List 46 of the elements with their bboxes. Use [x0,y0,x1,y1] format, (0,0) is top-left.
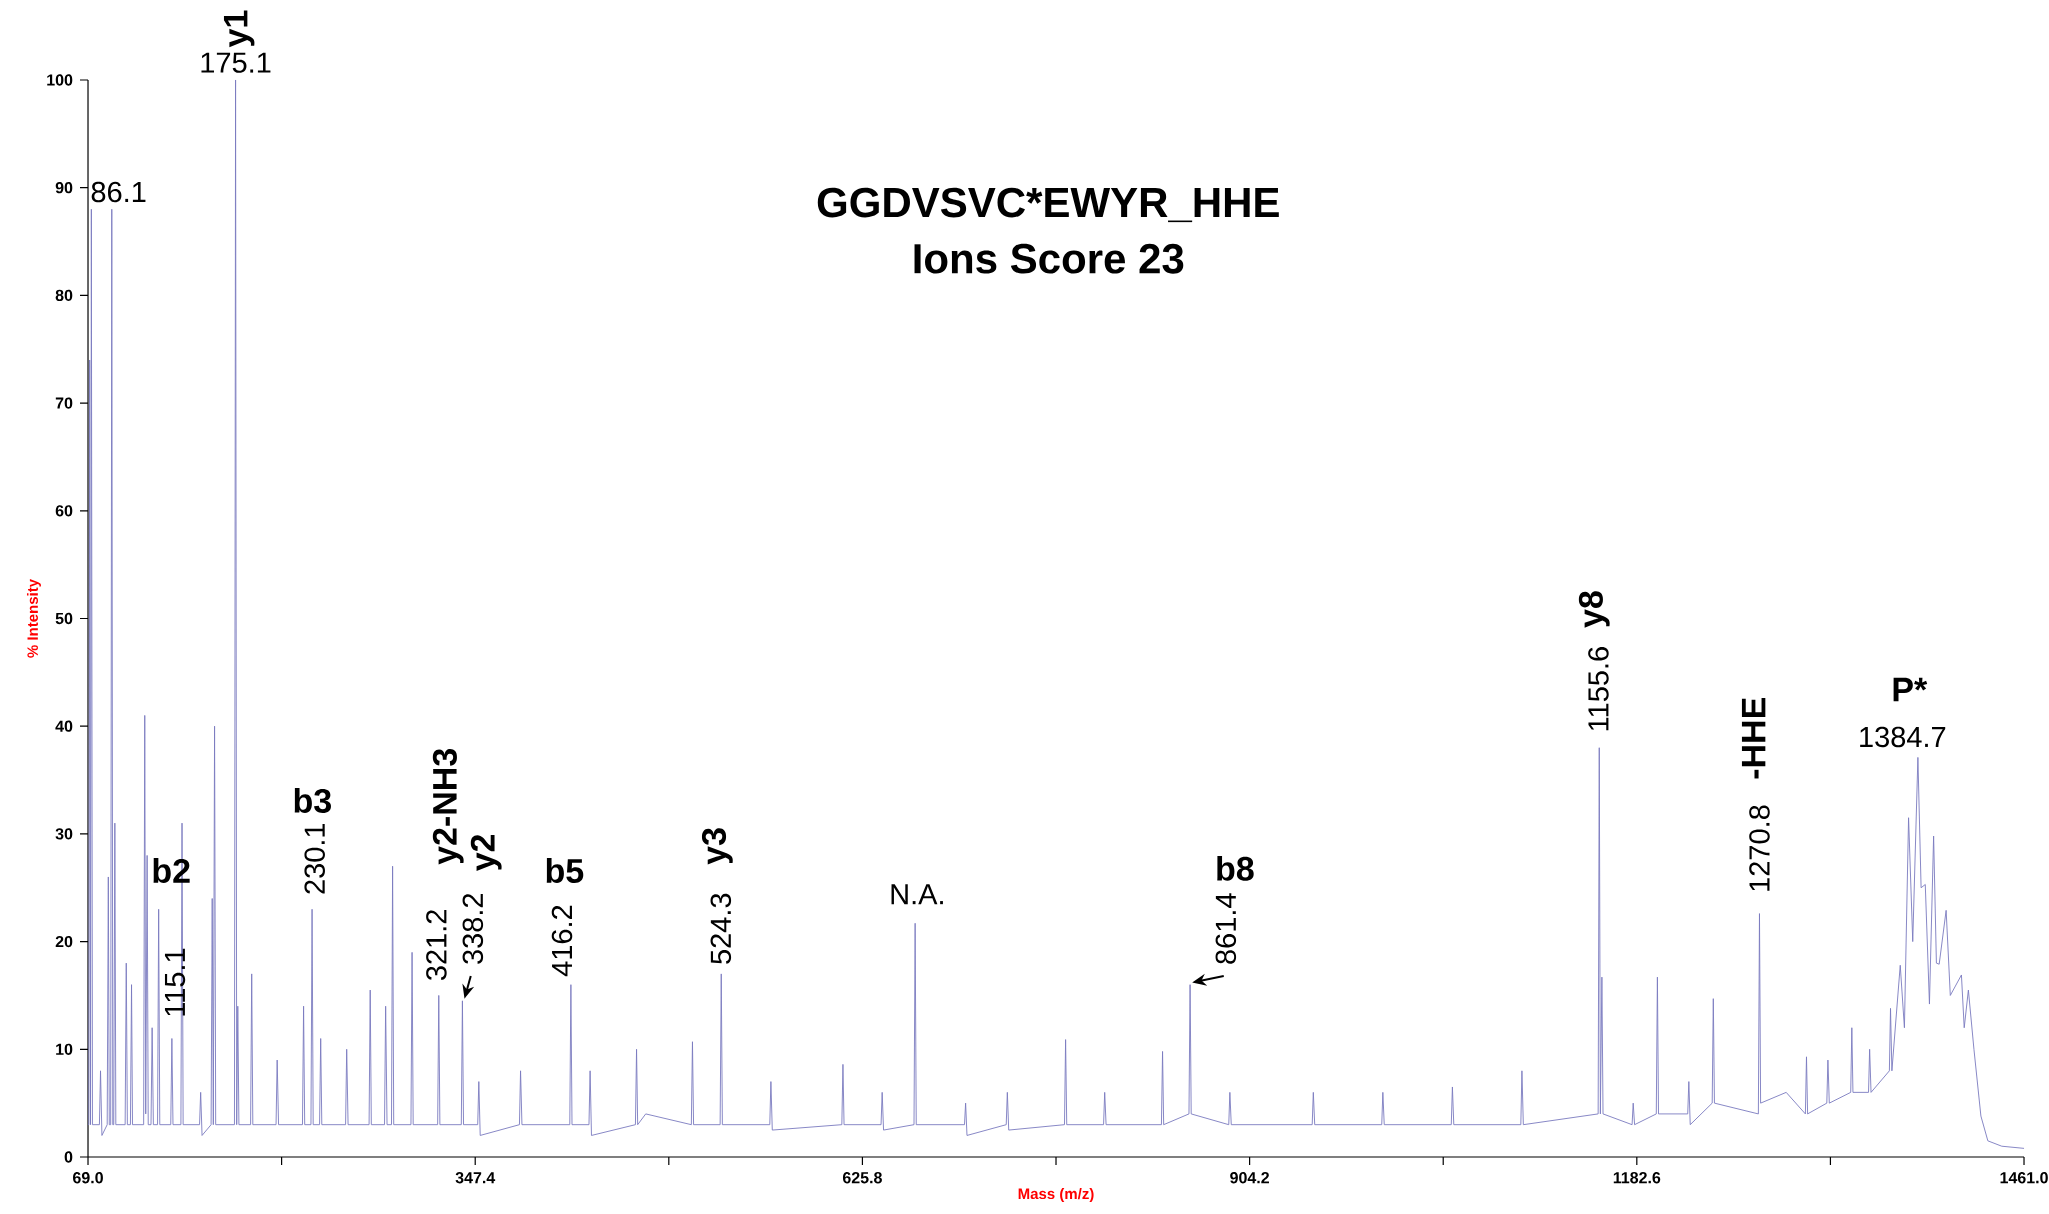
x-tick-label: 69.0 [73,1172,103,1184]
annotation: 230.1 [304,823,325,894]
x-tick-label: 625.8 [842,1172,882,1184]
y-tick-label: 10 [56,1043,73,1055]
x-tick-label: 1461.0 [2000,1172,2048,1184]
annotation: 115.1 [164,948,186,1016]
annotation: 861.4 [1215,893,1237,964]
y-tick-label: 30 [55,828,73,840]
annotation: N.A. [891,884,943,905]
y-tick-label: 100 [47,74,73,86]
y-tick-label: 0 [64,1151,73,1163]
y-tick-label: 70 [55,397,73,409]
y-tick-label: 20 [55,935,73,948]
annotation: y8 [1578,591,1610,628]
annotation: 338.2 [462,893,484,964]
annotation: 524.3 [710,893,732,964]
line-series [87,79,2025,1149]
annotation: P* [1893,677,1928,702]
annotation: 416.2 [551,905,573,977]
annotation: b8 [1217,855,1254,881]
annotation: y2 [470,834,502,872]
x-tick-label: 904.2 [1230,1172,1269,1184]
annotation: 175.1 [201,52,271,73]
y-tick-label: 90 [55,182,73,194]
annotation: 1384.7 [1860,726,1946,748]
annotation: b2 [153,858,190,883]
annotation: b3 [294,788,331,813]
y-tick-label: 60 [55,505,73,517]
annotation: y2-NH3 [432,748,464,865]
x-tick-label: 1182.6 [1613,1172,1661,1184]
y-axis-title: % Intensity [26,579,41,658]
annotation: 321.2 [426,910,447,981]
text: GGDVSVC*EWYR_HHE [817,187,1279,223]
annotation: -HHE [1741,698,1766,779]
annotation: 1155.6 [1588,647,1609,731]
annotation: 86.1 [91,181,146,203]
text: y1 [223,10,255,48]
x-axis-title: Mass (m/z) [1018,1188,1094,1203]
y-tick-label: 40 [55,720,73,732]
text: Ions Score 23 [914,243,1184,274]
annotation: 1270.8 [1749,805,1770,891]
x-tick-label: 347.4 [455,1172,496,1184]
annotation: y3 [701,828,733,865]
y-tick-label: 50 [55,612,73,625]
y-tick-label: 80 [55,289,73,302]
annotation: b5 [546,858,584,883]
